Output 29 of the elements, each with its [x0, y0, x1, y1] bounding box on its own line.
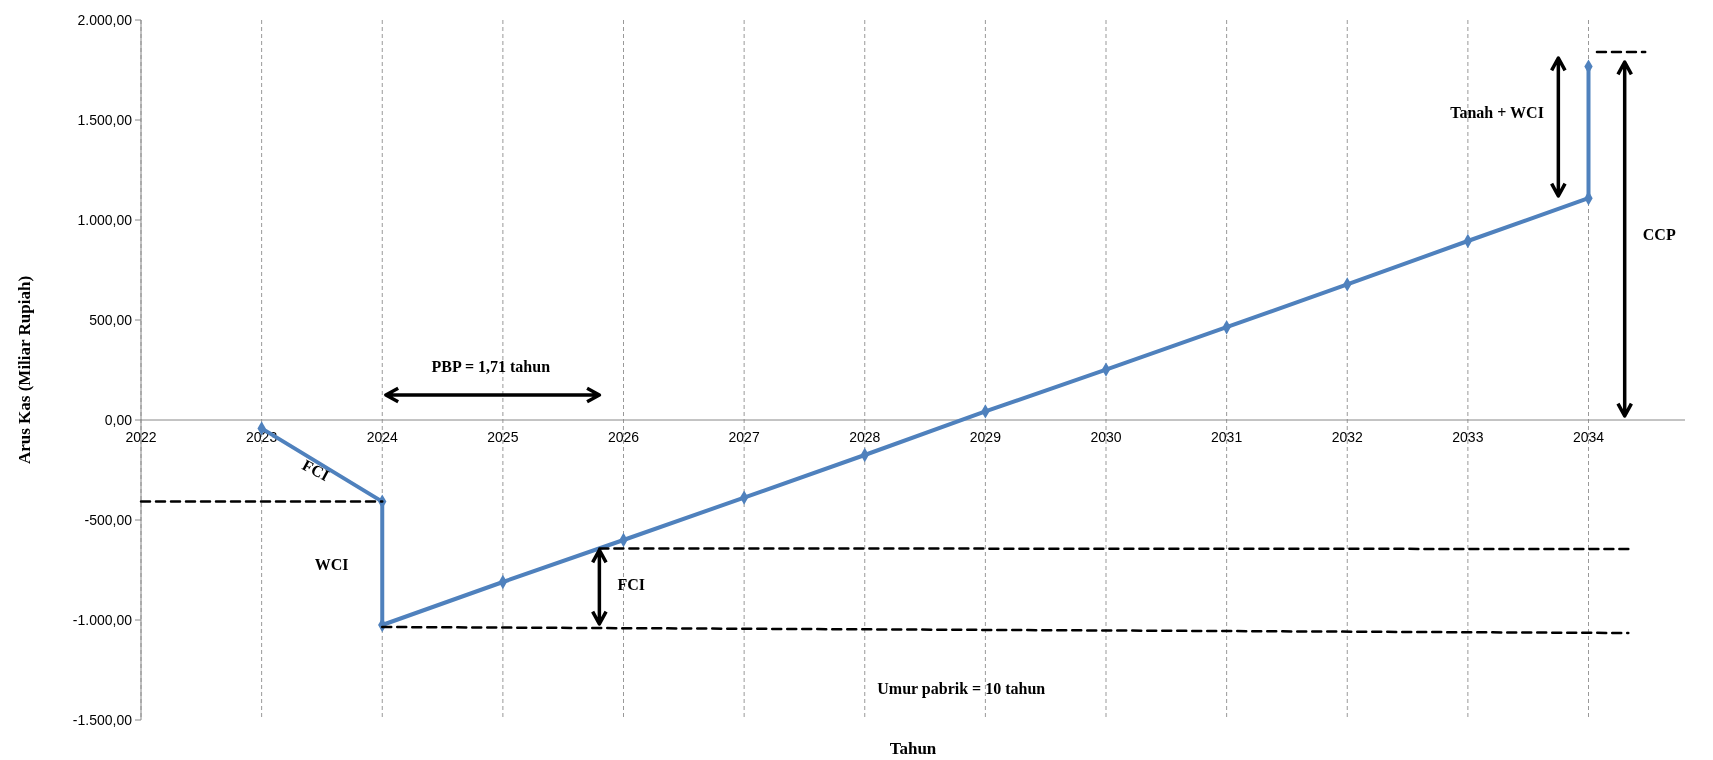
x-axis-title: Tahun: [889, 739, 937, 758]
y-tick-label: 2.000,00: [77, 11, 133, 28]
y-tick-label: -1.000,00: [72, 611, 133, 628]
x-tick-label: 2026: [607, 429, 640, 445]
x-tick-label: 2022: [125, 429, 157, 445]
x-tick-label: 2031: [1211, 429, 1243, 445]
x-tick-label: 2030: [1090, 429, 1122, 445]
x-tick-label: 2028: [849, 429, 881, 445]
y-tick-label: -1.500,00: [72, 711, 133, 728]
y-tick-label: -500,00: [84, 511, 133, 528]
annotation: FCI: [617, 575, 646, 593]
x-tick-label: 2027: [728, 429, 760, 445]
y-tick-label: 0,00: [104, 411, 133, 428]
annotation: WCI: [314, 555, 349, 573]
y-tick-label: 1.000,00: [77, 211, 133, 228]
annotation: CCP: [1642, 225, 1676, 243]
x-tick-label: 2029: [969, 429, 1002, 445]
y-tick-label: 1.500,00: [77, 111, 133, 128]
annotation: Tanah + WCI: [1450, 103, 1544, 121]
annotation: Umur pabrik = 10 tahun: [877, 679, 1046, 698]
annotation: FCI: [299, 456, 333, 485]
annotation: PBP = 1,71 tahun: [431, 357, 551, 375]
y-tick-label: 500,00: [89, 311, 133, 328]
x-tick-label: 2034: [1572, 429, 1605, 445]
x-tick-label: 2033: [1452, 429, 1484, 445]
x-tick-label: 2024: [366, 429, 399, 445]
x-tick-label: 2032: [1331, 429, 1364, 445]
x-tick-label: 2025: [487, 429, 519, 445]
y-axis-title: Arus Kas (Miliar Rupiah): [15, 275, 34, 465]
